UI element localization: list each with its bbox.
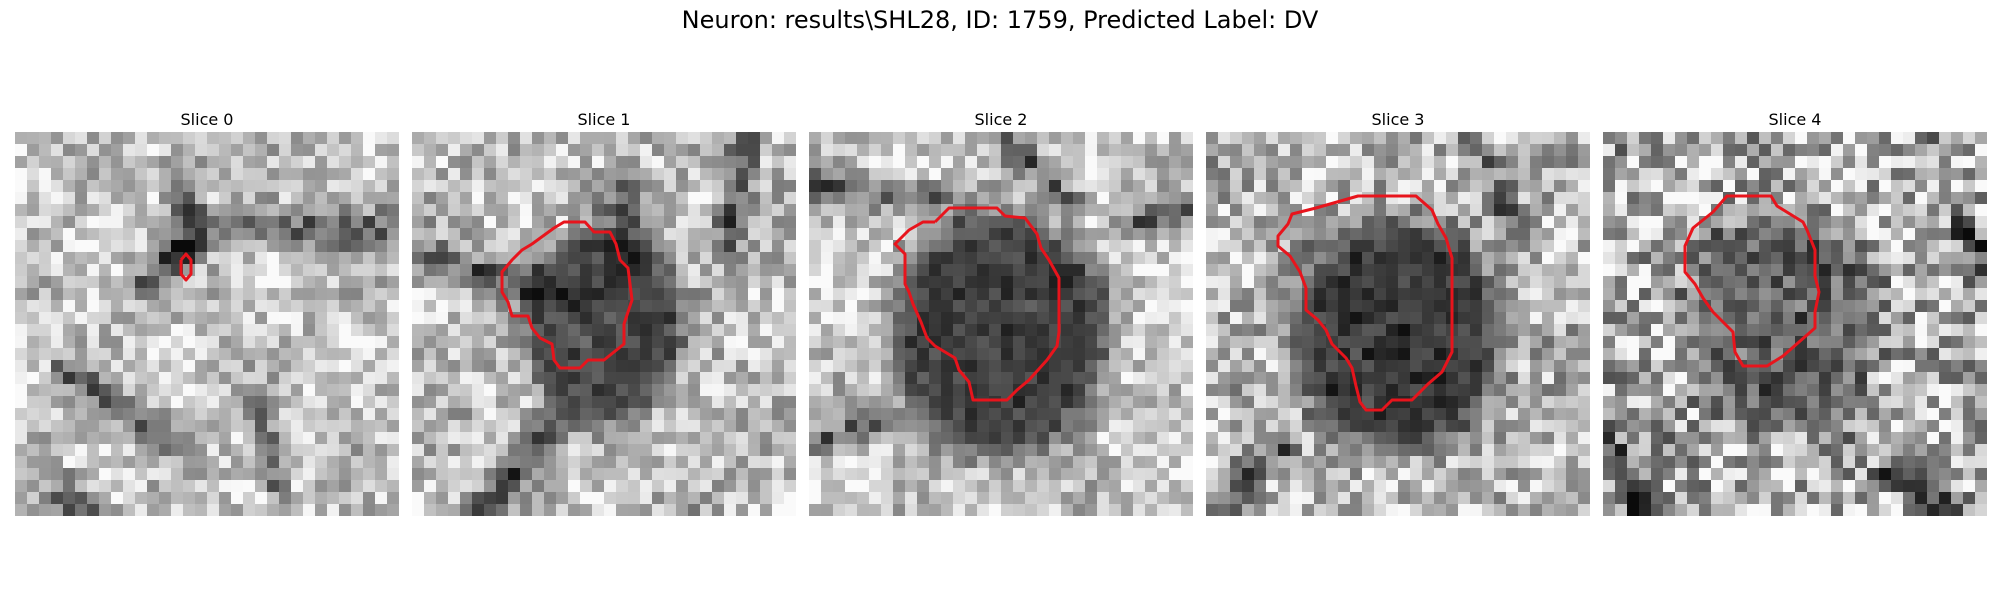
slice-panel-4: Slice 4 xyxy=(1603,108,1987,516)
slice-title: Slice 3 xyxy=(1371,110,1425,129)
slice-title: Slice 4 xyxy=(1768,110,1822,129)
slice-title: Slice 0 xyxy=(180,110,234,129)
slice-image-0 xyxy=(15,132,399,516)
segmentation-contour xyxy=(500,220,634,370)
segmentation-contour xyxy=(179,252,193,282)
segmentation-contour xyxy=(1683,194,1821,368)
slice-image-3 xyxy=(1206,132,1590,516)
slice-title: Slice 1 xyxy=(577,110,631,129)
slice-image-4 xyxy=(1603,132,1987,516)
slice-image-2 xyxy=(809,132,1193,516)
figure-title: Neuron: results\SHL28, ID: 1759, Predict… xyxy=(681,6,1319,34)
slice-panel-1: Slice 1 xyxy=(412,108,796,516)
slice-panel-2: Slice 2 xyxy=(809,108,1193,516)
segmentation-contour xyxy=(893,206,1061,402)
slice-panel-0: Slice 0 xyxy=(15,108,399,516)
segmentation-contour xyxy=(1276,194,1454,412)
slice-title: Slice 2 xyxy=(974,110,1028,129)
slice-image-1 xyxy=(412,132,796,516)
slice-panel-3: Slice 3 xyxy=(1206,108,1590,516)
